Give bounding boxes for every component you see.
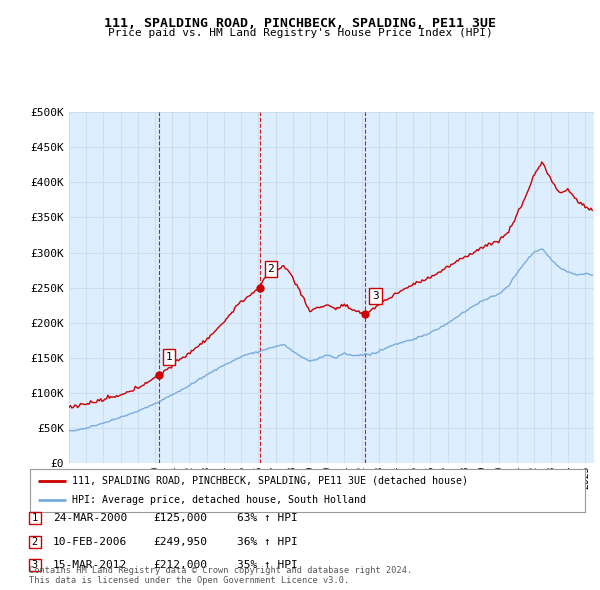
Text: £125,000: £125,000 [153, 513, 207, 523]
Text: 35% ↑ HPI: 35% ↑ HPI [237, 560, 298, 570]
Text: 2: 2 [32, 537, 38, 546]
Text: 1: 1 [32, 513, 38, 523]
Text: 36% ↑ HPI: 36% ↑ HPI [237, 537, 298, 546]
Text: 15-MAR-2012: 15-MAR-2012 [53, 560, 127, 570]
Text: Contains HM Land Registry data © Crown copyright and database right 2024.
This d: Contains HM Land Registry data © Crown c… [29, 566, 412, 585]
Text: 3: 3 [32, 560, 38, 570]
Text: 111, SPALDING ROAD, PINCHBECK, SPALDING, PE11 3UE (detached house): 111, SPALDING ROAD, PINCHBECK, SPALDING,… [71, 476, 467, 486]
Text: 2: 2 [267, 264, 274, 274]
Text: Price paid vs. HM Land Registry's House Price Index (HPI): Price paid vs. HM Land Registry's House … [107, 28, 493, 38]
Text: 111, SPALDING ROAD, PINCHBECK, SPALDING, PE11 3UE: 111, SPALDING ROAD, PINCHBECK, SPALDING,… [104, 17, 496, 30]
Text: HPI: Average price, detached house, South Holland: HPI: Average price, detached house, Sout… [71, 495, 365, 505]
Text: 1: 1 [166, 352, 173, 362]
Text: 10-FEB-2006: 10-FEB-2006 [53, 537, 127, 546]
Text: £212,000: £212,000 [153, 560, 207, 570]
Text: 24-MAR-2000: 24-MAR-2000 [53, 513, 127, 523]
Text: 3: 3 [372, 291, 379, 301]
Text: 63% ↑ HPI: 63% ↑ HPI [237, 513, 298, 523]
Text: £249,950: £249,950 [153, 537, 207, 546]
